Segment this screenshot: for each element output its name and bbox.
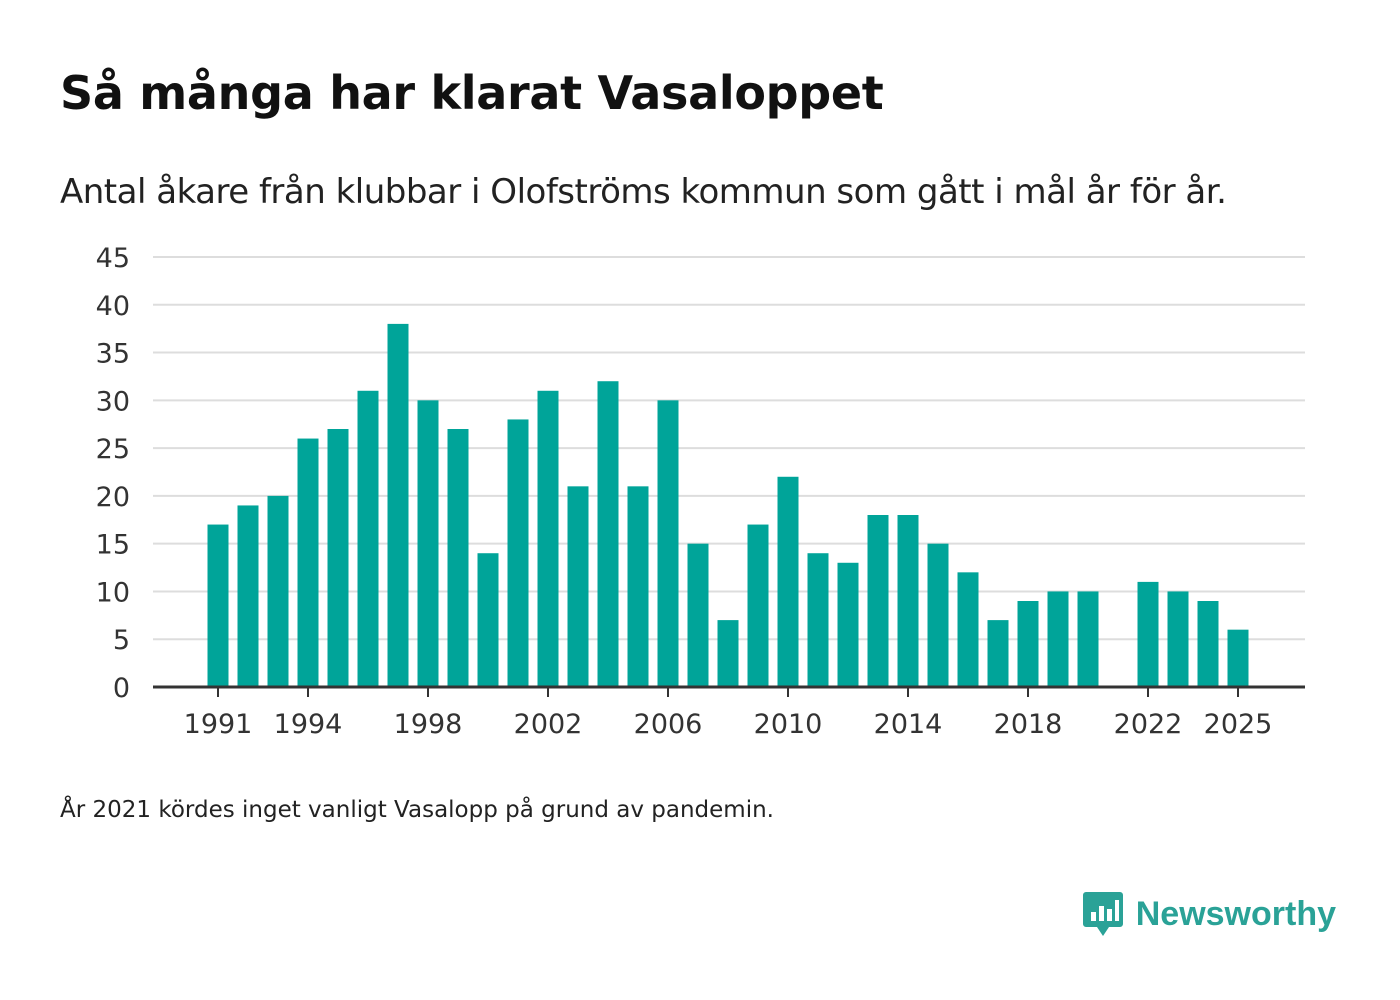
bar-2012	[837, 562, 859, 687]
bar-2005	[627, 486, 649, 687]
bar-2008	[717, 620, 739, 687]
bar-1994	[297, 438, 319, 687]
bar-2002	[537, 390, 559, 687]
x-tick-label: 2002	[514, 709, 583, 740]
y-tick-label: 30	[96, 386, 130, 417]
y-tick-label: 45	[96, 243, 130, 274]
y-tick-label: 0	[113, 673, 130, 704]
y-tick-label: 40	[96, 291, 130, 322]
x-tick-label: 1994	[274, 709, 343, 740]
bar-2003	[567, 486, 589, 687]
grid-lines	[153, 256, 1305, 641]
chart-title: Så många har klarat Vasaloppet	[60, 66, 884, 120]
bar-2013	[867, 515, 889, 687]
x-axis: 1991 1994 1998 2002 2006 2010 2014 2018 2022 2025	[153, 685, 1305, 740]
bar-2009	[747, 524, 769, 687]
bar-1998	[417, 400, 439, 687]
bar-2017	[987, 620, 1009, 687]
bar-2020	[1077, 591, 1099, 687]
bar-1997	[387, 323, 409, 687]
bar-2015	[927, 543, 949, 687]
footnote: År 2021 kördes inget vanligt Vasalopp på…	[60, 797, 774, 823]
bar-1992	[237, 505, 259, 687]
y-tick-label: 20	[96, 482, 130, 513]
y-axis-ticks: 0 5 10 15 20 25 30 35 40 45	[96, 243, 130, 704]
bar-2025	[1227, 629, 1249, 687]
chart-subtitle: Antal åkare från klubbar i Olofströms ko…	[60, 172, 1227, 212]
bar-1991	[207, 524, 229, 687]
x-tick-label: 2014	[874, 709, 943, 740]
bar-2006	[657, 400, 679, 687]
bar-2007	[687, 543, 709, 687]
bar-2001	[507, 419, 529, 687]
y-tick-label: 15	[96, 530, 130, 561]
y-tick-label: 35	[96, 339, 130, 370]
bar-2018	[1017, 601, 1039, 687]
x-tick-label: 2022	[1114, 709, 1183, 740]
bars	[207, 323, 1249, 687]
bar-2016	[957, 572, 979, 687]
x-tick-label: 2025	[1204, 709, 1273, 740]
bar-2023	[1167, 591, 1189, 687]
x-tick-label: 2006	[634, 709, 703, 740]
bar-2019	[1047, 591, 1069, 687]
y-tick-label: 10	[96, 577, 130, 608]
newsworthy-logo-icon	[1082, 892, 1123, 936]
brand-logo: Newsworthy	[1082, 890, 1336, 938]
bar-1996	[357, 390, 379, 687]
y-tick-label: 5	[113, 625, 130, 656]
brand-name: Newsworthy	[1135, 894, 1336, 933]
x-tick-label: 2018	[994, 709, 1063, 740]
y-tick-label: 25	[96, 434, 130, 465]
bar-2014	[897, 515, 919, 687]
bar-2010	[777, 476, 799, 687]
bar-2011	[807, 553, 829, 687]
bar-1995	[327, 429, 349, 687]
bar-1999	[447, 429, 469, 687]
bar-2022	[1137, 581, 1159, 687]
x-tick-label: 2010	[754, 709, 823, 740]
x-tick-label: 1991	[184, 709, 253, 740]
bar-2004	[597, 381, 619, 687]
x-tick-label: 1998	[394, 709, 463, 740]
bar-2024	[1197, 601, 1219, 687]
bar-2000	[477, 553, 499, 687]
bar-1993	[267, 495, 289, 687]
